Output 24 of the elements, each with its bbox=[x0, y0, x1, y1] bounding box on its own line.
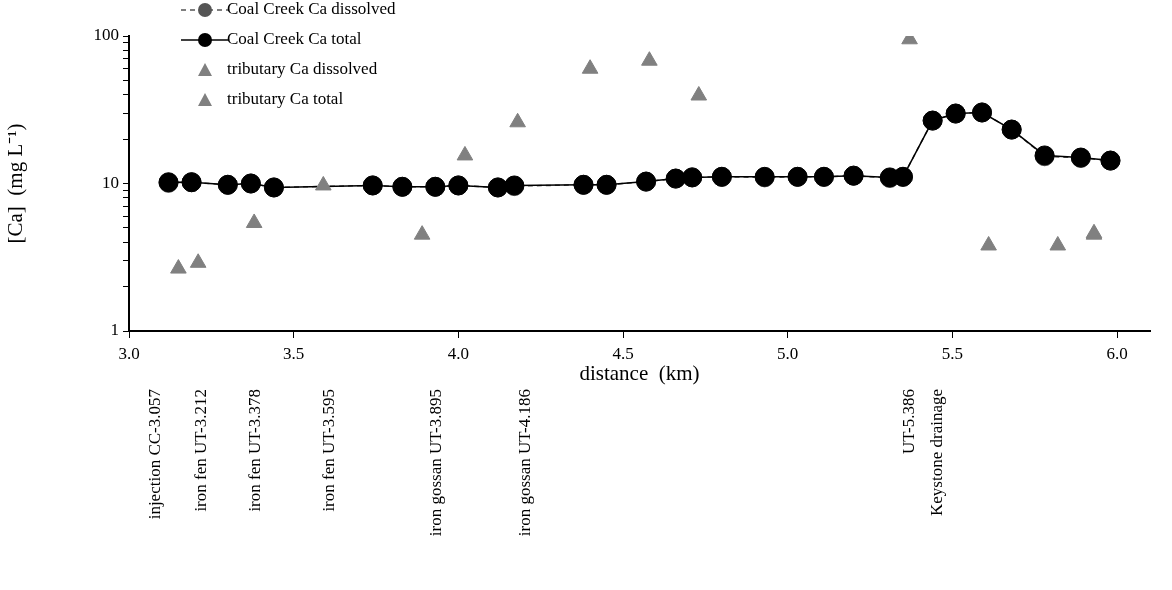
x-tick-label: 3.0 bbox=[118, 343, 140, 363]
y-axis-title: [Ca] (mg L⁻¹) bbox=[3, 123, 28, 244]
text: iron fen UT-3.595 bbox=[319, 389, 339, 512]
legend-label: Coal Creek Ca total bbox=[227, 29, 362, 49]
x-tick-label: 3.5 bbox=[283, 343, 305, 363]
legend-label: tributary Ca total bbox=[227, 89, 344, 109]
legend-label: tributary Ca dissolved bbox=[227, 59, 378, 79]
legend-label: Coal Creek Ca dissolved bbox=[227, 0, 397, 19]
x-axis-title: distance (km) bbox=[579, 360, 700, 385]
text: iron fen UT-3.212 bbox=[190, 389, 210, 512]
y-tick-label: 100 bbox=[93, 25, 119, 45]
x-tick-label: 6.0 bbox=[1106, 343, 1128, 363]
x-tick-label: 5.5 bbox=[941, 343, 964, 363]
text: UT-5.386 bbox=[898, 389, 918, 455]
text: Keystone drainage bbox=[926, 389, 946, 516]
x-tick-label: 4.0 bbox=[447, 343, 469, 363]
x-tick-label: 4.5 bbox=[612, 343, 634, 363]
y-tick-label: 1 bbox=[110, 320, 119, 340]
text: iron fen UT-3.378 bbox=[244, 389, 264, 512]
text: iron gossan UT-4.186 bbox=[515, 389, 535, 537]
x-tick-label: 5.0 bbox=[777, 343, 799, 363]
y-tick-label: 10 bbox=[102, 172, 119, 192]
text: injection CC-3.057 bbox=[144, 388, 164, 520]
text: iron gossan UT-3.895 bbox=[425, 389, 445, 537]
